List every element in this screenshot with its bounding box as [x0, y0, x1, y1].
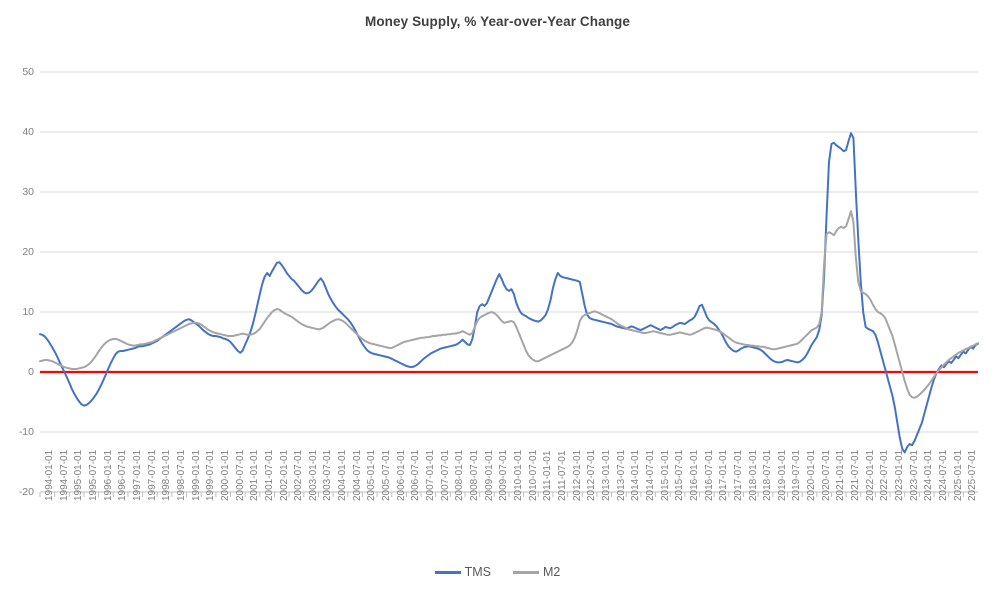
x-axis-tick-label: 2006-07-01 [410, 449, 422, 501]
x-axis-tick-label: 2002-01-01 [278, 449, 290, 501]
legend-swatch-m2-icon [513, 570, 539, 574]
y-axis-tick-label: -10 [18, 426, 34, 438]
x-axis-tick-label: 1995-01-01 [73, 449, 85, 501]
x-axis-tick-label: 2021-01-01 [835, 449, 847, 501]
x-axis-tick-label: 2015-07-01 [674, 449, 686, 501]
x-axis-tick-label: 2018-01-01 [747, 449, 759, 501]
x-axis-tick-label: 2017-01-01 [718, 449, 730, 501]
chart-title: Money Supply, % Year-over-Year Change [364, 14, 631, 29]
x-axis-tick-label: 2025-07-01 [967, 449, 979, 501]
x-axis-ticks [39, 492, 964, 497]
chart-legend: TMS M2 [0, 565, 995, 579]
series-line-m2 [39, 210, 979, 399]
x-axis-tick-label: 2000-01-01 [219, 449, 231, 501]
y-axis-tick-label: 20 [22, 246, 34, 258]
x-axis-tick-label: 1994-07-01 [58, 449, 70, 501]
y-axis-tick-label: 0 [28, 366, 34, 378]
x-axis-tick-label: 2020-01-01 [806, 449, 818, 501]
x-axis-tick-label: 1996-07-01 [117, 449, 129, 501]
y-axis-tick-label: 10 [22, 306, 34, 318]
x-axis-tick-label: 2022-07-01 [879, 449, 891, 501]
x-axis-tick-label: 2008-07-01 [469, 449, 481, 501]
legend-item-tms[interactable]: TMS [434, 565, 491, 579]
x-axis-tick-label: 1999-07-01 [205, 449, 217, 501]
x-axis-tick-label: 1997-07-01 [146, 449, 158, 501]
x-axis-tick-label: 2015-01-01 [659, 449, 671, 501]
x-axis-tick-label: 1998-01-01 [161, 449, 173, 501]
x-axis-tick-label: 2001-07-01 [263, 449, 275, 501]
x-axis-tick-label: 2020-07-01 [820, 449, 832, 501]
x-axis-tick-label: 2004-07-01 [351, 449, 363, 501]
x-axis-tick-label: 2019-01-01 [776, 449, 788, 501]
x-axis-tick-label: 2013-01-01 [600, 449, 612, 501]
x-axis-tick-label: 2009-01-01 [483, 449, 495, 501]
x-axis-tick-label: 2001-01-01 [249, 449, 261, 501]
x-axis-tick-label: 2010-01-01 [513, 449, 524, 501]
x-axis-tick-label: 2014-01-01 [630, 449, 642, 501]
x-axis-tick-label: 2023-01-01 [894, 449, 906, 501]
x-axis-tick-label: 2013-07-01 [615, 449, 627, 501]
x-axis-tick-label: 2018-07-01 [762, 449, 774, 501]
x-axis-tick-label: 2007-07-01 [439, 449, 451, 501]
x-axis-tick-label: 2005-01-01 [366, 449, 378, 501]
x-axis-tick-label: 2006-01-01 [395, 449, 407, 501]
x-axis-tick-label: 2007-01-01 [425, 449, 437, 501]
x-axis-tick-label: 2002-07-01 [293, 449, 305, 501]
y-axis-tick-label: 50 [22, 66, 34, 78]
x-axis-tick-label: 2024-01-01 [923, 449, 935, 501]
x-axis-tick-label: 2017-07-01 [732, 449, 744, 501]
x-axis-tick-label: 2008-01-01 [454, 449, 466, 501]
x-axis-tick-label: 2009-07-01 [498, 449, 510, 501]
x-axis-tick-label: 2011-01-01 [542, 450, 554, 501]
x-axis-tick-label: 2024-07-01 [938, 449, 950, 501]
x-axis-tick-label: 2016-07-01 [703, 449, 715, 501]
x-axis-tick-label: 2025-01-01 [952, 449, 964, 501]
y-axis-tick-label: -20 [18, 486, 34, 498]
x-axis-tick-label: 1999-01-01 [190, 449, 202, 501]
series-line-tms [39, 132, 979, 454]
legend-label: M2 [543, 565, 561, 579]
x-axis-tick-label: 2003-01-01 [307, 449, 319, 501]
x-axis-tick-label: 1994-01-01 [44, 449, 55, 501]
x-axis-tick-label: 2016-01-01 [688, 449, 700, 501]
x-axis-tick-label: 2010-07-01 [527, 449, 539, 501]
x-axis-tick-label: 2012-01-01 [571, 449, 583, 501]
y-axis-tick-label: 40 [22, 126, 34, 138]
x-axis-tick-label: 2014-07-01 [644, 449, 656, 501]
x-axis-tick-label: 2000-07-01 [234, 449, 246, 501]
x-axis-tick-label: 2003-07-01 [322, 449, 334, 501]
x-axis-tick-label: 2011-07-01 [556, 450, 568, 501]
x-axis-tick-label: 2019-07-01 [791, 449, 803, 501]
x-axis-tick-label: 1998-07-01 [175, 449, 187, 501]
legend-label: TMS [464, 565, 491, 579]
gridlines [40, 71, 978, 493]
data-series [39, 132, 979, 454]
x-axis-tick-label: 2012-07-01 [586, 449, 598, 501]
x-axis-tick-label: 2022-01-01 [864, 449, 876, 501]
x-axis-tick-label: 1996-01-01 [102, 449, 114, 501]
x-axis-tick-label: 2004-01-01 [337, 449, 349, 501]
legend-item-m2[interactable]: M2 [513, 565, 560, 579]
x-axis-tick-label: 1995-07-01 [87, 449, 99, 501]
x-axis-tick-label: 2023-07-01 [908, 449, 920, 501]
x-axis-tick-label: 1997-01-01 [131, 449, 143, 501]
x-axis-tick-label: 2021-07-01 [850, 449, 862, 501]
y-axis-tick-label: 30 [22, 186, 34, 198]
x-axis-tick-label: 2005-07-01 [381, 449, 393, 501]
legend-swatch-tms-icon [434, 570, 461, 574]
